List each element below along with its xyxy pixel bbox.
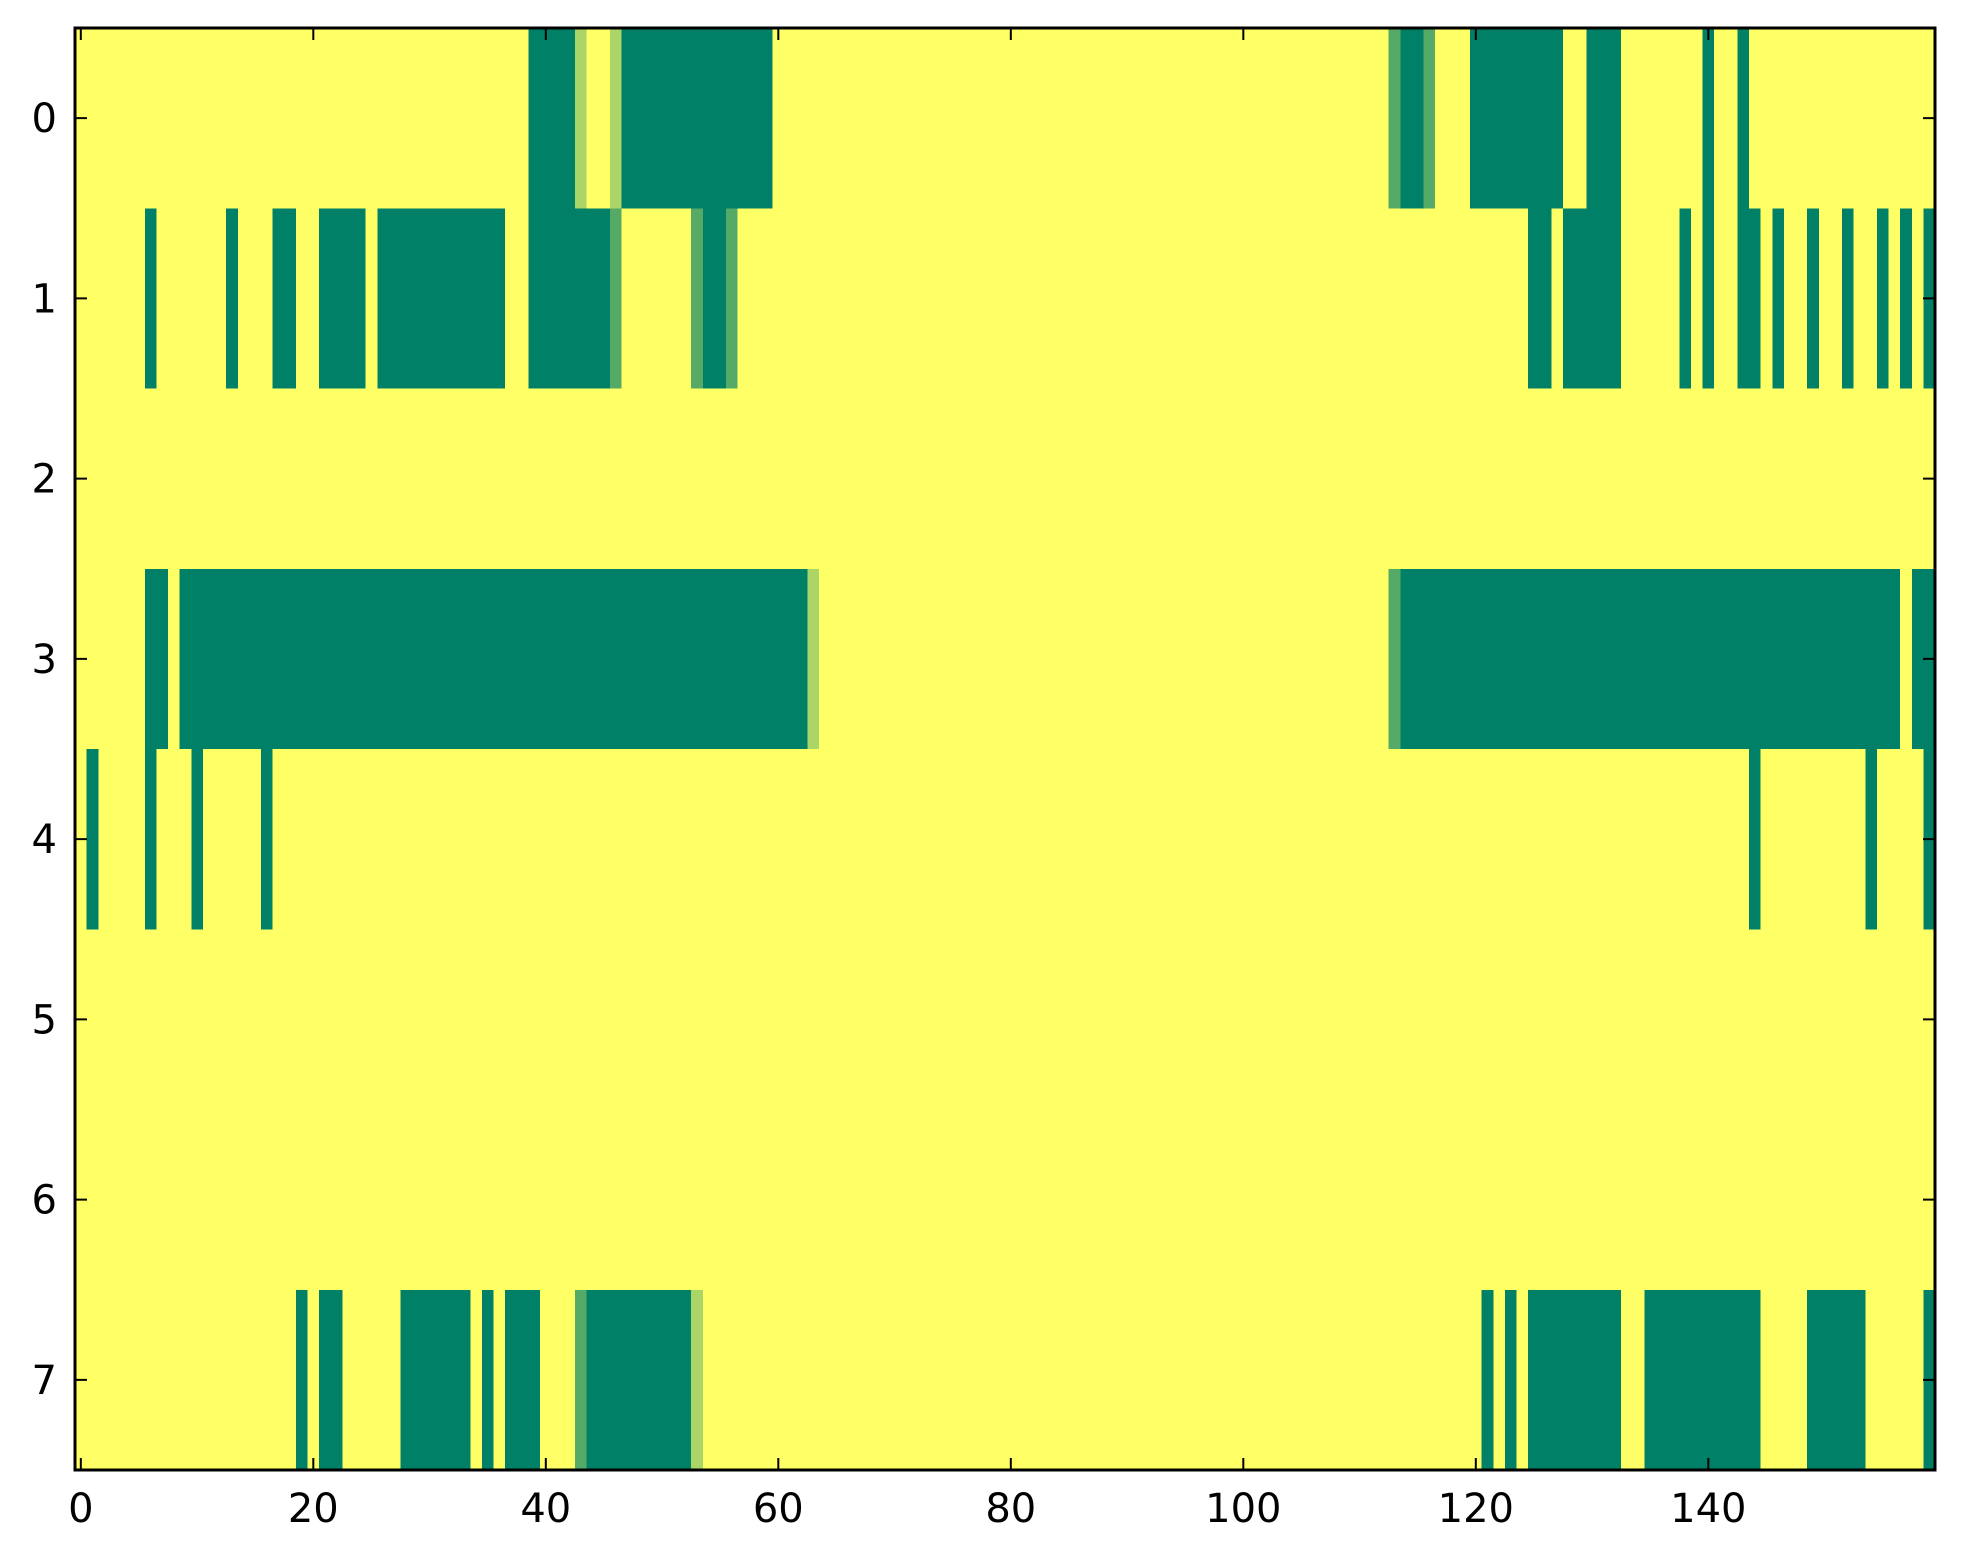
heatmap-cell	[574, 1289, 587, 1470]
heatmap-cell	[319, 1289, 343, 1470]
heatmap-cell	[1400, 568, 1901, 749]
heatmap-cell	[319, 208, 366, 389]
heatmap-cell	[726, 208, 738, 389]
heatmap-cell	[272, 208, 296, 389]
heatmap-cell	[1737, 208, 1761, 389]
heatmap-cell	[1563, 208, 1622, 389]
heatmap-cell	[226, 208, 238, 389]
heatmap-cell	[807, 568, 820, 749]
axis-tick-labels: 0 20 40 60 80 100 120 140 0 1 2 3 4 5 6 7	[32, 96, 1747, 1532]
heatmap-cell	[1504, 1289, 1517, 1470]
heatmap-cell	[1772, 208, 1784, 389]
heatmap-cell	[691, 1289, 703, 1470]
x-tick-label: 20	[288, 1486, 339, 1532]
heatmap-cell	[1388, 568, 1401, 749]
y-tick-label: 7	[32, 1358, 57, 1404]
heatmap-cell	[691, 208, 703, 389]
heatmap-cell	[1679, 208, 1691, 389]
heatmap-cell	[144, 749, 157, 930]
heatmap-cell	[609, 28, 622, 209]
heatmap-cell	[1876, 208, 1889, 389]
heatmap-cell	[1842, 208, 1854, 389]
heatmap-cell	[1388, 28, 1401, 209]
heatmap-cell	[574, 28, 587, 209]
heatmap-cell	[621, 28, 773, 209]
axis-ticks	[75, 28, 1935, 1470]
heatmap-cell	[191, 749, 203, 930]
heatmap-cell	[609, 208, 622, 389]
y-tick-label: 3	[32, 637, 57, 683]
heatmap-cell	[295, 1289, 308, 1470]
heatmap-cells	[86, 28, 1936, 1470]
x-tick-label: 60	[753, 1486, 804, 1532]
y-tick-label: 2	[32, 457, 57, 503]
heatmap-cell	[702, 208, 726, 389]
x-tick-label: 0	[68, 1486, 93, 1532]
heatmap-cell	[1423, 28, 1436, 209]
heatmap-cell	[1586, 28, 1622, 209]
x-tick-label: 120	[1438, 1486, 1514, 1532]
heatmap-cell	[179, 568, 808, 749]
heatmap-cell	[1807, 1289, 1866, 1470]
heatmap-cell	[505, 1289, 541, 1470]
heatmap-cell	[1865, 749, 1877, 930]
heatmap-cell	[1737, 28, 1750, 209]
x-tick-label: 100	[1205, 1486, 1281, 1532]
heatmap-cell	[528, 208, 610, 389]
heatmap-cell	[586, 1289, 692, 1470]
heatmap-cell	[1644, 1289, 1761, 1470]
heatmap-cell	[1702, 28, 1715, 209]
x-tick-label: 140	[1670, 1486, 1746, 1532]
heatmap-cell	[1470, 28, 1563, 209]
heatmap-cell	[1702, 208, 1715, 389]
plot-frame	[73, 26, 1937, 1472]
x-tick-label: 40	[520, 1486, 571, 1532]
heatmap-cell	[144, 208, 157, 389]
y-tick-label: 6	[32, 1178, 57, 1224]
heatmap-cell	[528, 28, 575, 209]
heatmap-cell	[400, 1289, 471, 1470]
heatmap-cell	[377, 208, 506, 389]
heatmap-cell	[1749, 749, 1761, 930]
heatmap-cell	[1528, 208, 1552, 389]
y-tick-label: 0	[32, 96, 57, 142]
heatmap-cell	[1528, 1289, 1622, 1470]
heatmap-cell	[1400, 28, 1424, 209]
heatmap-cell	[1481, 1289, 1494, 1470]
y-tick-label: 1	[32, 276, 57, 322]
y-tick-label: 4	[32, 817, 57, 863]
heatmap-cell	[86, 749, 99, 930]
heatmap-cell	[144, 568, 168, 749]
x-tick-label: 80	[985, 1486, 1036, 1532]
heatmap-cell	[1900, 208, 1912, 389]
y-tick-label: 5	[32, 997, 57, 1043]
heatmap-cell	[1807, 208, 1819, 389]
heatmap-cell	[481, 1289, 494, 1470]
heatmap-cell	[261, 749, 273, 930]
